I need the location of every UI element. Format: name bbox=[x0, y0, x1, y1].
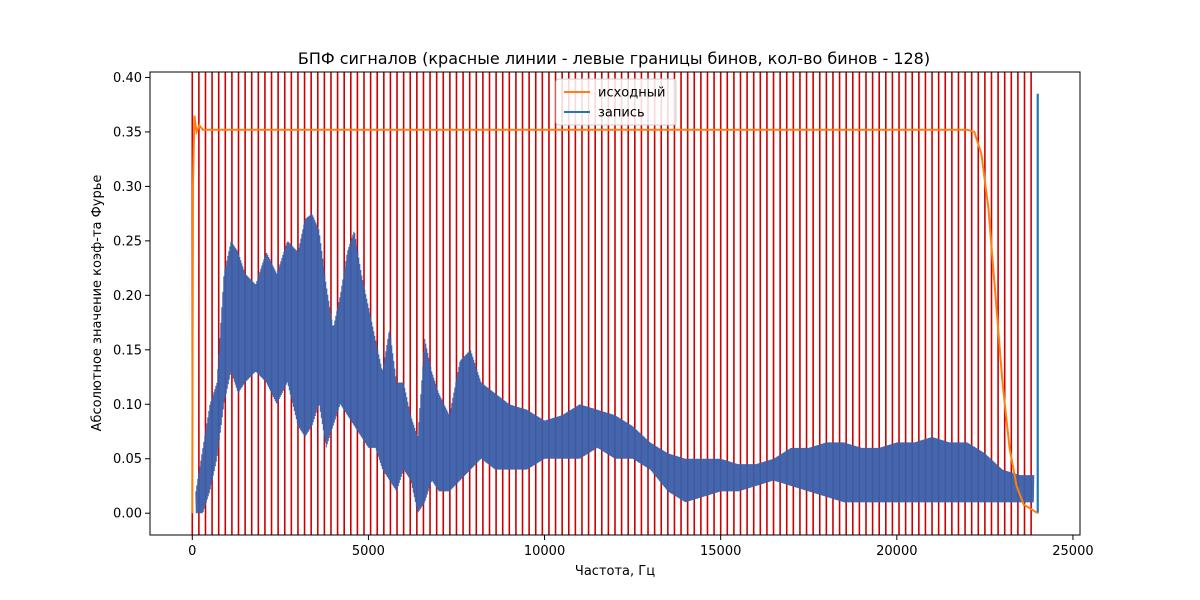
y-axis: 0.00 0.05 0.10 0.15 0.20 0.25 0.30 0.35 0.40 bbox=[113, 71, 150, 522]
y-tick-label: 0.00 bbox=[113, 507, 142, 522]
x-tick-label: 10000 bbox=[524, 544, 565, 559]
y-axis-label: Абсолютное значение коэф-та Фурье bbox=[90, 175, 105, 432]
y-tick-label: 0.40 bbox=[113, 71, 142, 86]
y-tick-label: 0.25 bbox=[113, 234, 142, 249]
y-tick-label: 0.10 bbox=[113, 398, 142, 413]
series-lines bbox=[191, 93, 1039, 515]
legend-label: запись bbox=[598, 106, 645, 121]
x-tick-label: 20000 bbox=[876, 544, 917, 559]
legend-label: исходный bbox=[598, 86, 665, 101]
y-tick-label: 0.15 bbox=[113, 343, 142, 358]
x-tick-label: 5000 bbox=[352, 544, 385, 559]
y-tick-label: 0.05 bbox=[113, 452, 142, 467]
plot-frame bbox=[149, 71, 1081, 536]
x-axis-label: Частота, Гц bbox=[575, 564, 655, 579]
series-line-zapis bbox=[195, 213, 1035, 514]
x-tick-label: 0 bbox=[188, 544, 196, 559]
chart-title: БПФ сигналов (красные линии - левые гран… bbox=[298, 49, 930, 68]
series-line-iskhodny bbox=[191, 115, 1039, 515]
x-axis: 0 5000 10000 15000 20000 25000 bbox=[188, 535, 1094, 559]
legend: исходный запись bbox=[555, 78, 677, 126]
legend-box bbox=[555, 78, 677, 126]
x-tick-label: 15000 bbox=[700, 544, 741, 559]
x-tick-label: 25000 bbox=[1052, 544, 1093, 559]
y-tick-label: 0.20 bbox=[113, 289, 142, 304]
y-tick-label: 0.30 bbox=[113, 180, 142, 195]
y-tick-label: 0.35 bbox=[113, 125, 142, 140]
